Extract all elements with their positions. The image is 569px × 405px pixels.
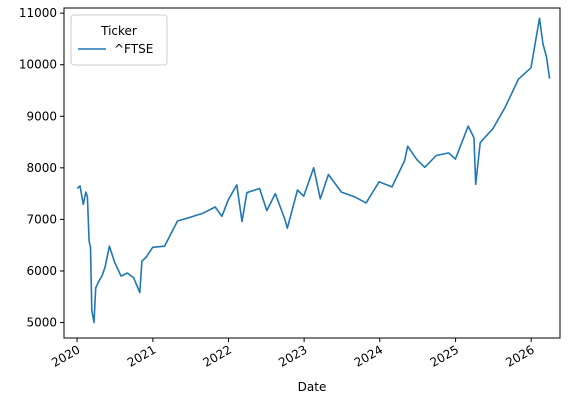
series-layer xyxy=(76,17,551,324)
plot-frame xyxy=(63,7,561,339)
y-tick-label: 10000 xyxy=(19,58,57,72)
x-axis: 2020 2021 2022 2023 2024 2025 2026 xyxy=(49,338,537,370)
x-tick-label: 2024 xyxy=(352,342,385,369)
x-tick-label: 2025 xyxy=(428,342,461,369)
y-tick-label: 8000 xyxy=(26,161,57,175)
plot-area xyxy=(63,7,561,339)
series-line-ftse xyxy=(76,17,551,324)
x-tick-label: 2020 xyxy=(49,342,82,369)
y-tick-label: 11000 xyxy=(19,6,57,20)
y-axis: 5000 6000 7000 8000 9000 10000 11000 xyxy=(19,6,64,330)
y-tick-label: 5000 xyxy=(26,316,57,330)
y-tick-label: 9000 xyxy=(26,109,57,123)
x-tick-label: 2023 xyxy=(276,342,309,369)
x-tick-label: 2021 xyxy=(125,342,158,369)
x-tick-label: 2026 xyxy=(503,342,536,369)
legend: Ticker ^FTSE xyxy=(70,14,168,66)
y-tick-label: 6000 xyxy=(26,264,57,278)
legend-entry-ftse: ^FTSE xyxy=(114,42,153,56)
y-tick-label: 7000 xyxy=(26,212,57,226)
x-axis-label: Date xyxy=(298,380,327,394)
x-tick-label: 2022 xyxy=(201,342,234,369)
legend-box xyxy=(70,14,168,66)
legend-title: Ticker xyxy=(100,24,137,38)
